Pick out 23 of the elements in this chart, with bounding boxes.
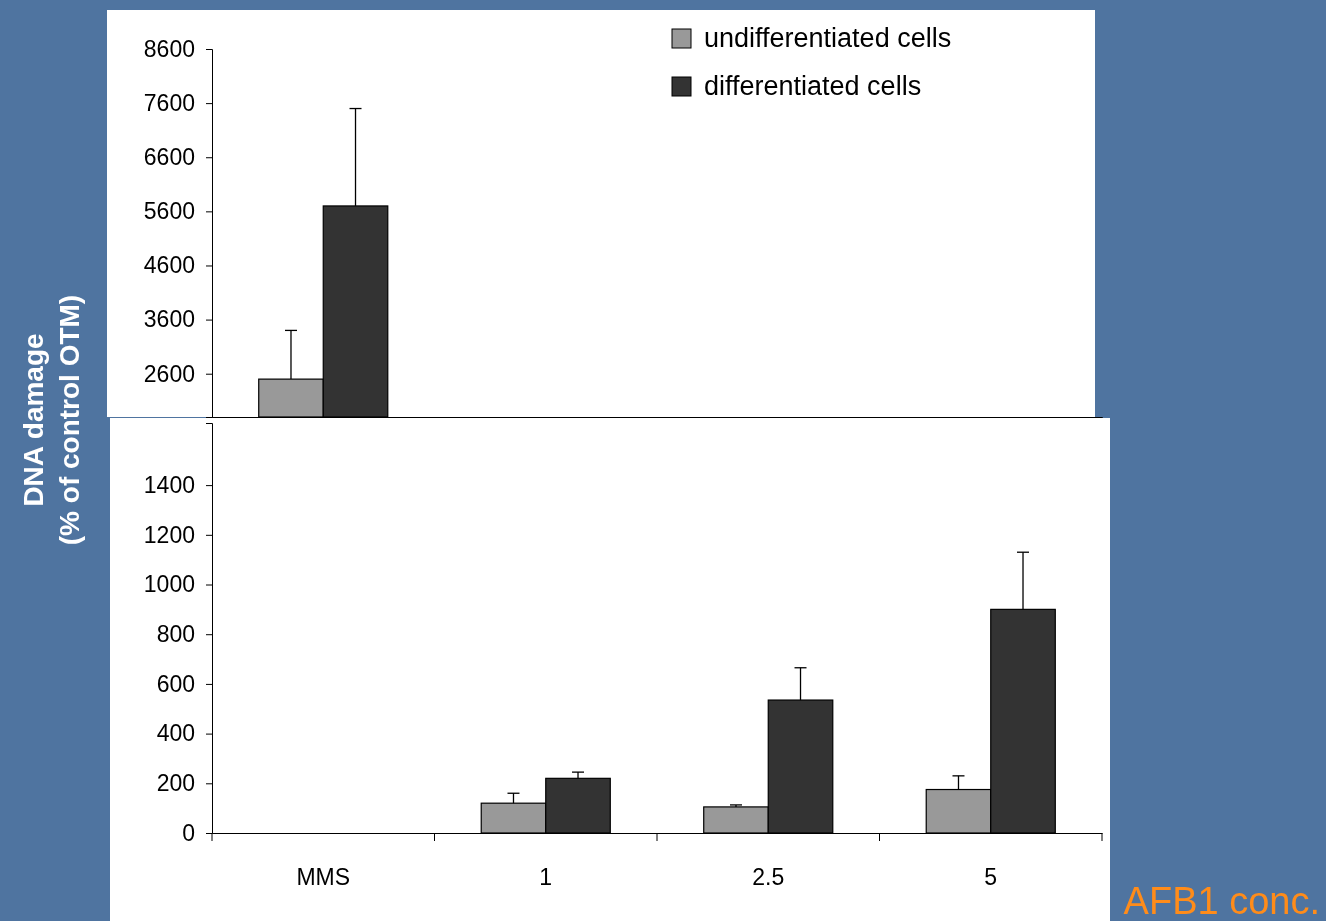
x-tick-label: MMS [296,864,351,890]
x-tick-label: 5 [984,864,998,890]
x-tick-label: 1 [539,864,553,890]
y-axis-title: DNA damage (% of control OTM) [18,294,85,546]
x-axis-title: AFB1 conc. [1123,880,1320,921]
y-tick-label: 2600 [143,360,195,387]
y-tick-label: 400 [156,720,195,747]
legend-label: undifferentiated cells [704,23,952,53]
y-tick-label: 800 [156,621,195,648]
y-tick-label: 3600 [143,306,195,333]
y-tick-label: 600 [156,670,195,697]
y-tick-label: 1400 [143,471,195,498]
y-tick-label: 6600 [143,144,195,171]
legend-label: differentiated cells [704,71,922,101]
y-tick-label: 0 [182,819,195,846]
y-tick-label: 1200 [143,521,195,548]
y-tick-label: 8600 [143,35,195,62]
y-tick-label: 5600 [143,198,195,225]
x-tick-label: 2.5 [752,864,785,890]
y-tick-label: 7600 [143,89,195,116]
y-tick-label: 4600 [143,252,195,279]
y-tick-label: 200 [156,770,195,797]
y-tick-label: 1000 [143,571,195,598]
